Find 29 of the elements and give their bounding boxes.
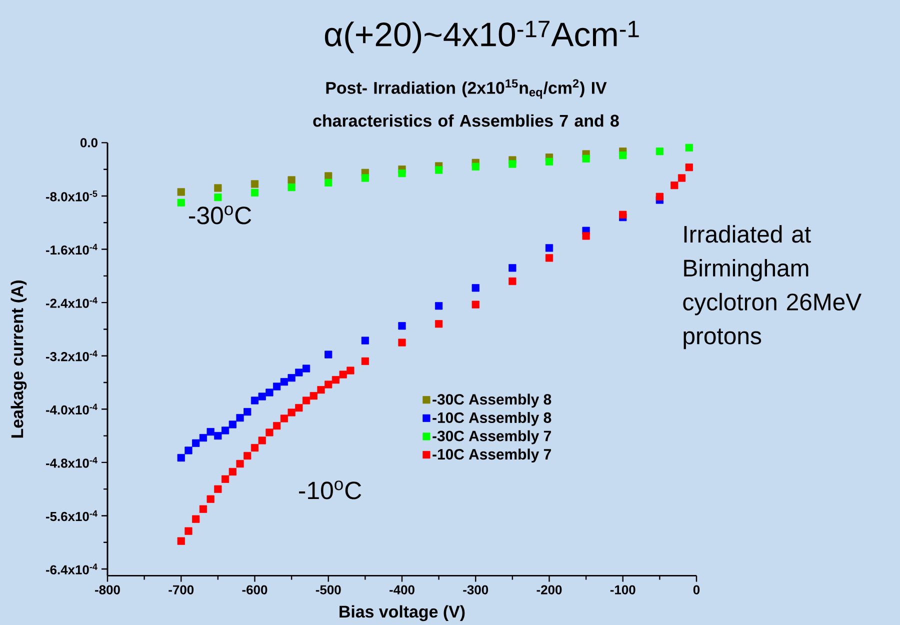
- legend-label: -30C Assembly 8: [432, 394, 552, 408]
- legend-label: -10C Assembly 8: [432, 412, 552, 426]
- x-tick-label: -600: [242, 585, 268, 594]
- x-tick-label: -700: [168, 585, 194, 594]
- y-tick-label: -2.4x10$^{-4}$: [46, 297, 98, 308]
- x-tick-label: -400: [390, 585, 414, 594]
- y-tick-label: -6.4x10$^{-4}$: [46, 564, 98, 574]
- annotation: -30$^{o}$C: [189, 206, 252, 224]
- annotation: -10$^{o}$C: [299, 480, 362, 500]
- chart-subtitle: Post- Irradiation (2x10$^{15}$n$_{eq}$/cm$^{2}$) IV characteristics of Assemblies 7 and 8: [313, 79, 619, 127]
- chart-title: α(+20)~4x10$^{-17}$Acm$^{-1}$: [324, 20, 639, 54]
- y-tick-label: -3.2x10$^{-4}$: [46, 350, 98, 362]
- annotation: Irradiated at Birmingham cyclotron 26MeV protons: [683, 225, 862, 350]
- x-tick-label: 0: [693, 585, 700, 594]
- x-tick-label: -200: [536, 585, 562, 594]
- x-tick-label: -300: [463, 585, 488, 594]
- y-tick-label: -4.0x10$^{-4}$: [46, 404, 98, 415]
- y-tick-label: -1.6x10$^{-4}$: [46, 244, 98, 255]
- y-tick-label: 0.0: [80, 138, 98, 148]
- x-tick-label: -100: [610, 585, 636, 594]
- legend-label: -10C Assembly 7: [432, 448, 551, 463]
- x-tick-label: -800: [95, 585, 120, 594]
- y-axis-title: Leakage current (A): [10, 280, 27, 438]
- y-tick-label: -8.0x10$^{-5}$: [46, 190, 98, 202]
- y-tick-label: -4.8x10$^{-4}$: [46, 457, 98, 468]
- legend-label: -30C Assembly 7: [432, 430, 551, 444]
- y-tick-label: -5.6x10$^{-4}$: [46, 510, 98, 522]
- x-tick-label: -500: [316, 585, 341, 594]
- x-axis-title: Bias voltage (V): [340, 605, 465, 622]
